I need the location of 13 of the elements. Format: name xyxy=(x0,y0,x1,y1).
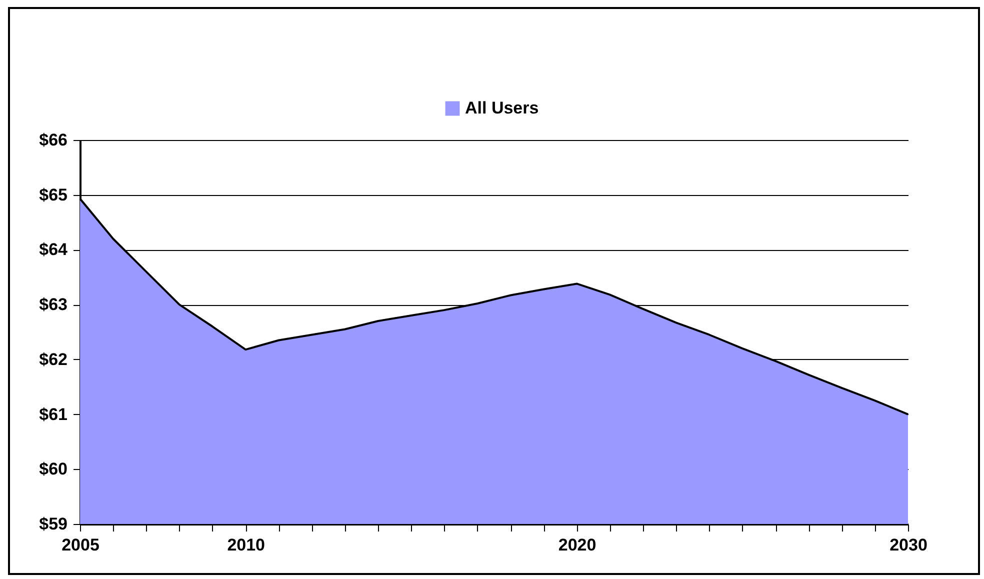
x-tick-label: 2005 xyxy=(62,536,100,554)
x-tick-label: 2010 xyxy=(227,536,266,554)
y-tick-label: $65 xyxy=(39,185,68,204)
legend-label: All Users xyxy=(465,98,539,118)
x-tick-label: 2020 xyxy=(558,536,596,554)
y-tick-label: $62 xyxy=(39,350,68,369)
y-tick-label: $61 xyxy=(39,404,68,424)
x-tick-label: 2030 xyxy=(890,536,928,554)
y-tick-label: $60 xyxy=(39,460,68,479)
y-tick-label: $63 xyxy=(39,295,68,314)
y-tick-label: $66 xyxy=(39,130,68,150)
y-tick-label: $59 xyxy=(39,514,68,534)
y-tick-label: $64 xyxy=(39,240,68,260)
